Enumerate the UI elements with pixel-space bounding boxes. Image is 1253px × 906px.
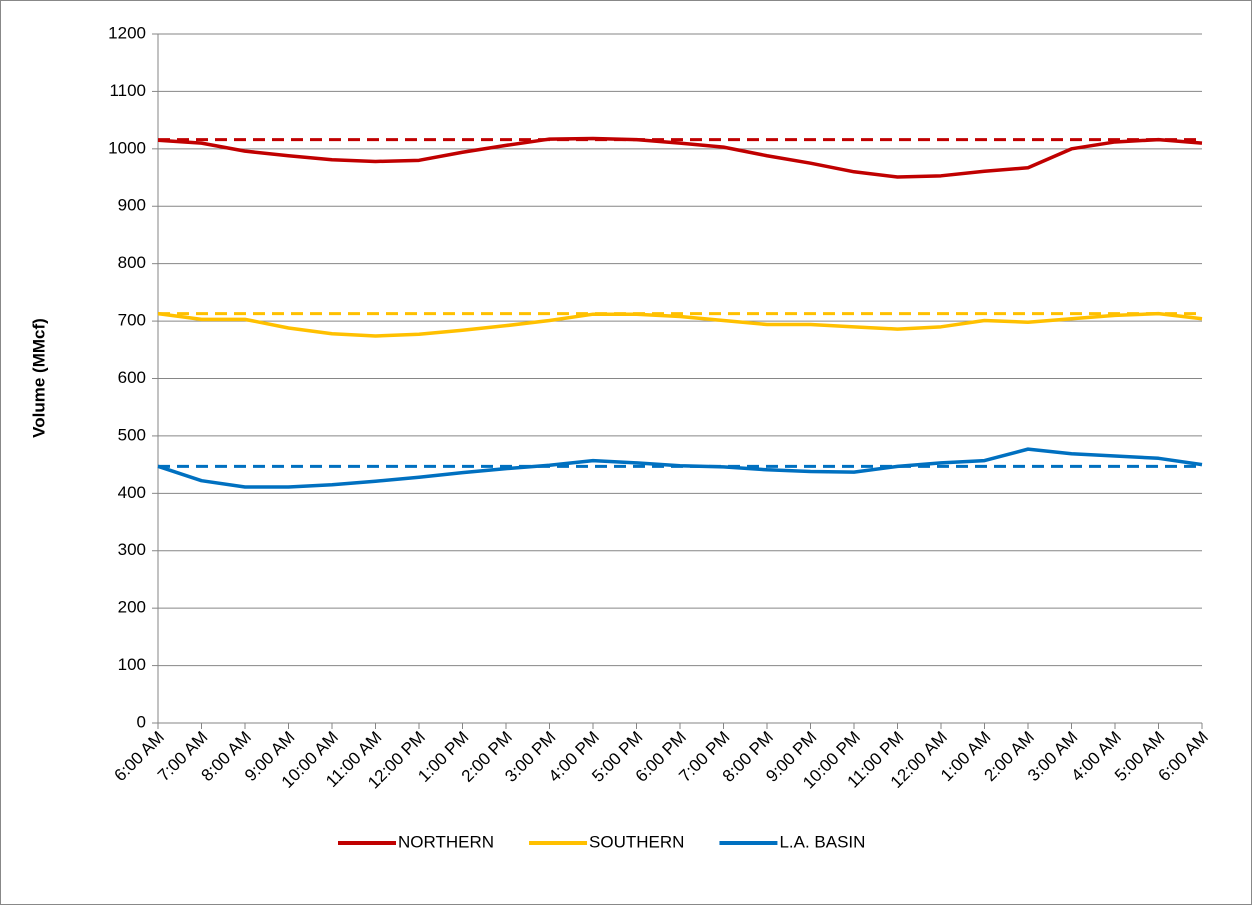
y-tick-label: 0 (137, 712, 146, 731)
y-tick-label: 900 (118, 196, 146, 215)
y-tick-label: 100 (118, 655, 146, 674)
series-line (157, 311, 1203, 338)
y-tick-label: 1200 (108, 23, 146, 42)
y-tick-label: 800 (118, 253, 146, 272)
legend-label: NORTHERN (398, 832, 494, 851)
series-line (157, 136, 1203, 179)
legend-label: SOUTHERN (589, 832, 684, 851)
y-tick-label: 300 (118, 540, 146, 559)
y-tick-label: 600 (118, 368, 146, 387)
y-tick-label: 700 (118, 311, 146, 330)
y-tick-label: 1000 (108, 138, 146, 157)
y-tick-label: 500 (118, 425, 146, 444)
legend-label: L.A. BASIN (779, 832, 865, 851)
y-tick-label: 400 (118, 483, 146, 502)
y-tick-label: 1100 (109, 81, 146, 100)
y-tick-label: 200 (118, 598, 146, 617)
y-axis-title: Volume (MMcf) (29, 318, 48, 438)
